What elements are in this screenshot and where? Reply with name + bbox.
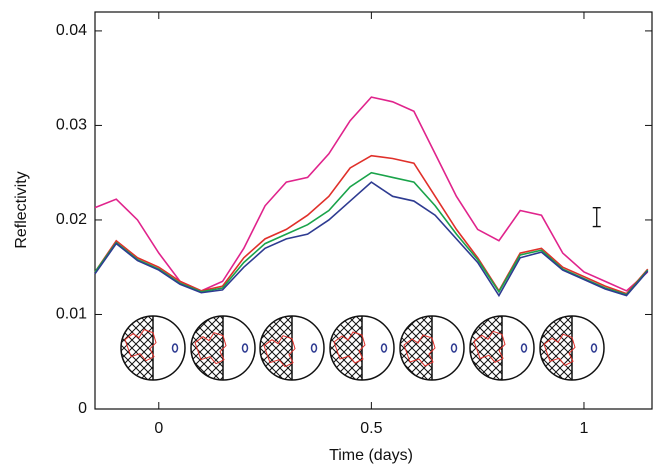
continent (124, 329, 157, 362)
x-tick-label: 0.5 (360, 420, 382, 437)
continent (543, 333, 576, 366)
y-axis-label: Reflectivity (13, 171, 30, 248)
night-side (120, 315, 154, 381)
series-line (94, 154, 649, 295)
continent (473, 330, 506, 363)
pole-marker (171, 343, 179, 353)
series-line (94, 171, 649, 296)
y-tick-label: 0.03 (56, 117, 87, 134)
continent (194, 332, 227, 365)
continent (333, 331, 366, 364)
pole-marker (590, 343, 598, 353)
night-side (190, 315, 224, 381)
x-tick-label: 1 (580, 420, 589, 437)
night-side (329, 315, 363, 381)
series-line (94, 96, 649, 292)
series-line (94, 181, 649, 298)
error-bar (592, 207, 601, 228)
pole-marker (380, 343, 388, 353)
continent (403, 334, 436, 367)
y-tick-label: 0.01 (56, 306, 87, 323)
continent (263, 335, 296, 368)
pole-marker (310, 343, 318, 353)
night-side (469, 315, 503, 381)
x-tick-label: 0 (154, 420, 163, 437)
globes (120, 315, 605, 381)
y-tick-label: 0 (78, 400, 87, 417)
y-tick-label: 0.04 (56, 22, 87, 39)
y-tick-label: 0.02 (56, 211, 87, 228)
pole-marker (241, 343, 249, 353)
pole-marker (520, 343, 528, 353)
pole-marker (450, 343, 458, 353)
plot-frame (94, 11, 653, 410)
x-axis-label: Time (days) (329, 447, 413, 464)
